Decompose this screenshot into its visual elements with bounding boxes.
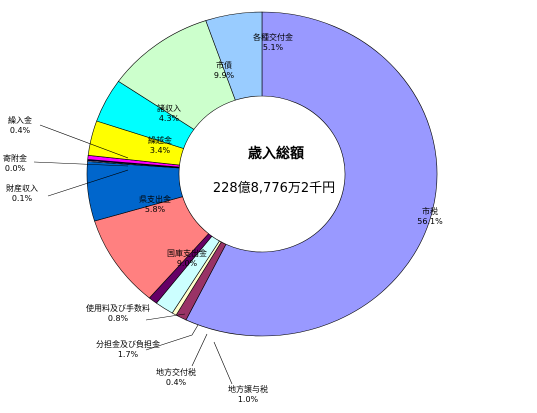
slice-5-pct-label: 9.0%: [177, 259, 198, 268]
slice-13-pct-label: 5.1%: [263, 43, 284, 52]
slice-3-name-label: 分担金及び負担金: [96, 339, 160, 349]
slice-9-pct-label: 0.4%: [10, 126, 31, 135]
slice-13-name-label: 各種交付金: [253, 32, 293, 42]
leader-lines: [33, 124, 233, 385]
center-title: 歳入総額: [248, 145, 304, 162]
slice-1-pct-label: 1.0%: [238, 395, 259, 404]
slice-11-pct-label: 4.3%: [159, 114, 180, 123]
slice-7-leader: [47, 169, 129, 197]
donut-slices: [86, 11, 438, 337]
slice-12-pct-label: 9.9%: [214, 71, 235, 80]
slice-13-wedge: [205, 11, 263, 101]
slice-7-pct-label: 0.1%: [12, 194, 33, 203]
slice-9-leader: [39, 124, 129, 159]
slice-8-name-label: 寄附金: [3, 153, 27, 163]
slice-10-pct-label: 3.4%: [150, 146, 171, 155]
slice-0-pct-label: 56.1%: [417, 217, 443, 226]
slice-labels: 市税56.1%地方譲与税1.0%地方交付税0.4%分担金及び負担金1.7%使用料…: [3, 32, 443, 404]
center-total: 228億8,776万2千円: [213, 180, 335, 196]
slice-2-leader: [191, 333, 208, 367]
slice-6-name-label: 県支出金: [139, 194, 171, 204]
slice-0-name-label: 市税: [422, 206, 438, 216]
slice-0-wedge: [185, 11, 438, 337]
slice-2-pct-label: 0.4%: [166, 378, 187, 387]
slice-5-name-label: 国庫支出金: [167, 248, 207, 258]
slice-7-name-label: 財産収入: [6, 183, 38, 193]
slice-8-leader: [33, 161, 129, 167]
slice-8-pct-label: 0.0%: [5, 164, 26, 173]
slice-1-leader: [213, 341, 233, 385]
slice-10-name-label: 繰越金: [148, 135, 172, 145]
slice-3-pct-label: 1.7%: [118, 350, 139, 359]
slice-4-leader: [145, 313, 186, 321]
slice-6-pct-label: 5.8%: [145, 205, 166, 214]
slice-3-leader: [145, 324, 199, 351]
slice-9-name-label: 繰入金: [8, 115, 32, 125]
slice-12-name-label: 市債: [216, 60, 232, 70]
slice-4-pct-label: 0.8%: [108, 314, 129, 323]
slice-1-name-label: 地方譲与税: [228, 384, 268, 394]
slice-11-name-label: 諸収入: [157, 103, 181, 113]
slice-4-name-label: 使用料及び手数料: [86, 303, 150, 313]
slice-2-name-label: 地方交付税: [156, 367, 196, 377]
